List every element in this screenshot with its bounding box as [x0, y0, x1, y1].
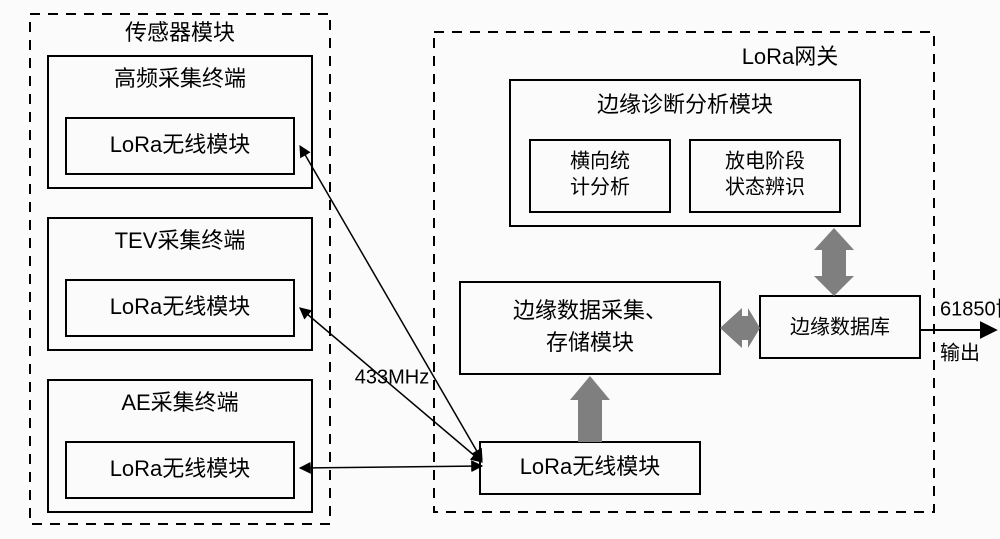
link-arrow: [300, 146, 482, 460]
terminal-title: TEV采集终端: [115, 228, 246, 253]
terminal-inner-label: LoRa无线模块: [110, 132, 251, 157]
gateway-title: LoRa网关: [742, 44, 839, 69]
terminal-inner-label: LoRa无线模块: [110, 294, 251, 319]
thick-arrow-diag-db: [814, 228, 854, 296]
diag-sub2-line1: 放电阶段: [725, 149, 805, 172]
diag-sub2-line2: 状态辨识: [725, 175, 805, 198]
db-label: 边缘数据库: [790, 315, 890, 338]
thick-arrow-storage-db: [720, 308, 760, 348]
sensor-module-title: 传感器模块: [125, 20, 235, 45]
diag-module-title: 边缘诊断分析模块: [597, 92, 773, 117]
diag-sub1-line1: 横向统: [570, 149, 630, 172]
terminal-inner-label: LoRa无线模块: [110, 456, 251, 481]
diagram-canvas: 传感器模块 高频采集终端 LoRa无线模块 TEV采集终端 LoRa无线模块 A…: [0, 0, 1000, 539]
gateway-lora-label: LoRa无线模块: [520, 454, 661, 479]
link-arrow: [300, 466, 482, 468]
storage-line1: 边缘数据采集、: [513, 298, 667, 323]
thick-arrow-lora-storage: [570, 376, 610, 442]
freq-label: 433MHz: [355, 366, 429, 388]
diag-sub1-line2: 计分析: [570, 175, 630, 198]
storage-line2: 存储模块: [546, 330, 634, 355]
terminal-title: 高频采集终端: [114, 66, 246, 91]
storage-module-box: [460, 282, 720, 374]
terminal-title: AE采集终端: [121, 390, 238, 415]
